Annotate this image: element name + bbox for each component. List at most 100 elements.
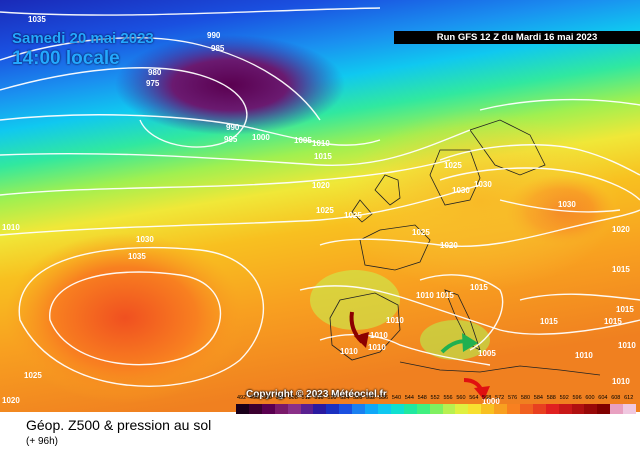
scale-swatch xyxy=(494,404,508,414)
color-scale-labels: 492 496 500 504 508 512 516 520 524 528 532 536 540 5… xyxy=(236,395,636,405)
scale-tick-label: 532 xyxy=(366,395,376,401)
scale-tick-label: 556 xyxy=(443,395,453,401)
dark-red-arrow xyxy=(349,311,369,348)
isobar-label: 1025 xyxy=(412,228,430,237)
scale-swatch xyxy=(300,404,314,414)
isobar-label: 1025 xyxy=(24,371,42,380)
isobar-label: 1025 xyxy=(344,211,362,220)
isobar-label: 1015 xyxy=(604,317,622,326)
isobar-label: 1015 xyxy=(314,152,332,161)
scale-swatch xyxy=(236,404,249,414)
map-canvas: 1035 990 985 980 975 990 995 1000 1005 1… xyxy=(0,0,640,412)
isobar-label: 1020 xyxy=(440,241,458,250)
scale-tick-label: 588 xyxy=(546,395,556,401)
italy-field xyxy=(420,320,490,360)
scale-tick-label: 508 xyxy=(288,395,298,401)
isobar-label: 1010 xyxy=(416,291,434,300)
scale-tick-label: 580 xyxy=(520,395,531,401)
scale-swatch xyxy=(339,404,353,414)
isobar-label: 1010 xyxy=(370,331,388,340)
scale-tick-label: 576 xyxy=(507,395,518,401)
color-scale-bar xyxy=(236,404,637,414)
scale-swatch xyxy=(468,404,482,414)
scale-tick-label: 504 xyxy=(275,395,285,401)
isobar-label: 990 xyxy=(207,31,221,40)
model-run-label: Run GFS 12 Z du Mardi 16 mai 2023 xyxy=(394,31,640,44)
scale-swatch xyxy=(455,404,469,414)
scale-swatch xyxy=(287,404,301,414)
scale-swatch xyxy=(610,404,624,414)
product-title: Géop. Z500 & pression au sol xyxy=(26,417,212,433)
scale-tick-label: 520 xyxy=(327,395,337,401)
red-arrow xyxy=(463,378,490,400)
scale-swatch xyxy=(403,404,417,414)
scale-swatch xyxy=(597,404,611,414)
scale-swatch xyxy=(558,404,572,414)
scale-tick-label: 492 xyxy=(237,395,247,401)
isobar-label: 1000 xyxy=(482,397,500,406)
isobar-labels: 1035 990 985 980 975 990 995 1000 1005 1… xyxy=(2,15,636,412)
isobar-label: 1005 xyxy=(478,349,496,358)
scale-swatch xyxy=(326,404,340,414)
iberia-field xyxy=(310,270,400,330)
scale-tick-label: 500 xyxy=(262,395,272,401)
scale-swatch xyxy=(429,404,443,414)
footer-panel xyxy=(0,412,640,470)
scale-swatch xyxy=(313,404,327,414)
isobar-label: 1000 xyxy=(252,133,270,142)
scale-tick-label: 540 xyxy=(391,395,402,401)
scale-swatch xyxy=(377,404,391,414)
isobar-label: 1030 xyxy=(452,186,470,195)
scale-swatch xyxy=(442,404,456,414)
low-pressure-core xyxy=(115,35,345,135)
isobar-label: 1020 xyxy=(2,396,20,405)
scale-tick-label: 612 xyxy=(624,395,634,401)
scale-tick-label: 496 xyxy=(249,395,260,401)
scale-tick-label: 552 xyxy=(430,395,440,401)
scale-tick-label: 604 xyxy=(598,395,608,401)
scale-swatch xyxy=(481,404,495,414)
lead-time: (+ 96h) xyxy=(26,436,58,447)
isobar-label: 1030 xyxy=(558,200,576,209)
isobar-label: 1030 xyxy=(474,180,492,189)
isobar-label: 1025 xyxy=(444,161,462,170)
isobar-label: 1010 xyxy=(386,316,404,325)
isobar-label: 1010 xyxy=(312,139,330,148)
isobar-label: 1010 xyxy=(340,347,358,356)
isobar-label: 1015 xyxy=(470,283,488,292)
isobar-label: 990 xyxy=(226,123,240,132)
isobar-label: 1015 xyxy=(540,317,558,326)
forecast-time: 14:00 locale xyxy=(12,48,120,69)
isobar-label: 1025 xyxy=(316,206,334,215)
isobar-label: 1020 xyxy=(612,225,630,234)
isobar-label: 1015 xyxy=(612,265,630,274)
europe-field xyxy=(340,110,620,290)
scale-swatch xyxy=(507,404,520,414)
scale-tick-label: 596 xyxy=(572,395,582,401)
scale-swatch xyxy=(584,404,598,414)
isobar-label: 1015 xyxy=(436,291,454,300)
scale-swatch xyxy=(571,404,585,414)
weather-map: 1035 990 985 980 975 990 995 1000 1005 1… xyxy=(0,0,640,412)
scale-swatch xyxy=(274,404,288,414)
scale-swatch xyxy=(261,404,275,414)
isobar-label: 985 xyxy=(211,44,225,53)
isobar-label: 1035 xyxy=(28,15,46,24)
scale-swatch xyxy=(365,404,378,414)
isobar-label: 1010 xyxy=(2,223,20,232)
scale-tick-label: 528 xyxy=(353,395,363,401)
scale-tick-label: 608 xyxy=(611,395,621,401)
scale-swatch xyxy=(248,404,262,414)
scale-swatch xyxy=(519,404,533,414)
scale-tick-label: 560 xyxy=(456,395,466,401)
scale-tick-label: 592 xyxy=(559,395,569,401)
green-arrow xyxy=(440,333,478,354)
scale-tick-label: 544 xyxy=(404,395,414,401)
coastlines xyxy=(329,119,601,376)
isobar-lines xyxy=(0,7,640,387)
scale-tick-label: 584 xyxy=(533,395,543,401)
copyright-label: Copyright © 2023 Météociel.fr xyxy=(246,389,387,400)
scale-tick-label: 572 xyxy=(495,395,505,401)
isobar-label: 995 xyxy=(224,135,238,144)
scale-tick-label: 516 xyxy=(314,395,324,401)
